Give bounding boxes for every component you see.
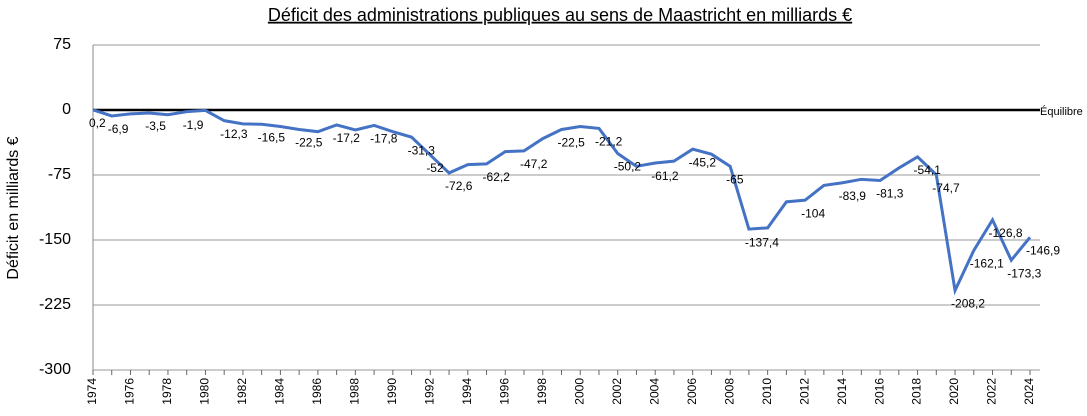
x-tick-label: 2006 xyxy=(685,378,699,405)
data-label: -52 xyxy=(426,161,444,175)
x-tick-label: 2020 xyxy=(947,378,961,405)
data-label: -17,2 xyxy=(333,131,361,145)
x-tick-label: 2014 xyxy=(835,378,849,405)
x-tick-label: 2024 xyxy=(1022,378,1036,405)
data-label: -50,2 xyxy=(614,160,642,174)
x-tick-label: 1974 xyxy=(85,378,99,405)
x-tick-label: 2010 xyxy=(760,378,774,405)
x-tick-label: 2008 xyxy=(722,378,736,405)
data-label: -126,8 xyxy=(989,226,1023,240)
x-tick-label: 1994 xyxy=(460,378,474,405)
data-label: -6,9 xyxy=(108,122,129,136)
data-label: -21,2 xyxy=(595,135,623,149)
data-label: -16,5 xyxy=(258,130,286,144)
data-label: -12,3 xyxy=(220,127,248,141)
x-tick-label: 1982 xyxy=(235,378,249,405)
y-tick-label: 75 xyxy=(53,36,71,53)
data-label: -72,6 xyxy=(445,179,473,193)
y-tick-label: -300 xyxy=(39,361,71,378)
x-tick-label: 2016 xyxy=(872,378,886,405)
data-label: 0,2 xyxy=(89,116,106,130)
x-tick-label: 1984 xyxy=(273,378,287,405)
data-label: -208,2 xyxy=(951,297,985,311)
data-label: -22,5 xyxy=(558,136,586,150)
data-label: -22,5 xyxy=(295,136,323,150)
data-label: -83,9 xyxy=(839,189,867,203)
x-tick-label: 1976 xyxy=(123,378,137,405)
data-label: -62,2 xyxy=(483,170,511,184)
y-tick-label: 0 xyxy=(62,101,71,118)
data-label: -137,4 xyxy=(745,235,779,249)
data-label: -54,1 xyxy=(914,163,942,177)
x-tick-label: 2022 xyxy=(985,378,999,405)
data-label: -162,1 xyxy=(970,257,1004,271)
x-tick-label: 2012 xyxy=(797,378,811,405)
data-label: -146,9 xyxy=(1026,243,1060,257)
x-tick-label: 2018 xyxy=(910,378,924,405)
x-tick-label: 1998 xyxy=(535,378,549,405)
data-label: -45,2 xyxy=(689,155,717,169)
data-label: -81,3 xyxy=(876,187,904,201)
y-tick-label: -225 xyxy=(39,296,71,313)
data-label: -47,2 xyxy=(520,157,548,171)
x-tick-label: 2002 xyxy=(610,378,624,405)
chart-title: Déficit des administrations publiques au… xyxy=(268,5,852,25)
y-tick-label: -75 xyxy=(48,166,71,183)
y-tick-label: -150 xyxy=(39,231,71,248)
data-line xyxy=(92,108,1032,296)
annotation: Équilibre xyxy=(1040,105,1083,118)
data-label: -65 xyxy=(726,173,744,187)
data-label: -173,3 xyxy=(1007,266,1041,280)
x-tick-label: 1990 xyxy=(385,378,399,405)
x-tick-label: 1988 xyxy=(348,378,362,405)
x-tick-label: 1996 xyxy=(497,378,511,405)
x-tick-label: 2004 xyxy=(647,378,661,405)
data-label: -1,9 xyxy=(183,118,204,132)
data-label: -3,5 xyxy=(145,119,166,133)
x-tick-label: 1992 xyxy=(422,378,436,405)
y-axis-label: Déficit en milliards € xyxy=(5,136,22,279)
data-label: -61,2 xyxy=(651,169,679,183)
data-label: -104 xyxy=(801,206,825,220)
data-label: -31,3 xyxy=(408,143,436,157)
x-tick-label: 1986 xyxy=(310,378,324,405)
data-label: -74,7 xyxy=(932,181,960,195)
data-label: -17,8 xyxy=(370,132,398,146)
x-tick-label: 2000 xyxy=(572,378,586,405)
x-tick-label: 1978 xyxy=(160,378,174,405)
x-tick-label: 1980 xyxy=(198,378,212,405)
